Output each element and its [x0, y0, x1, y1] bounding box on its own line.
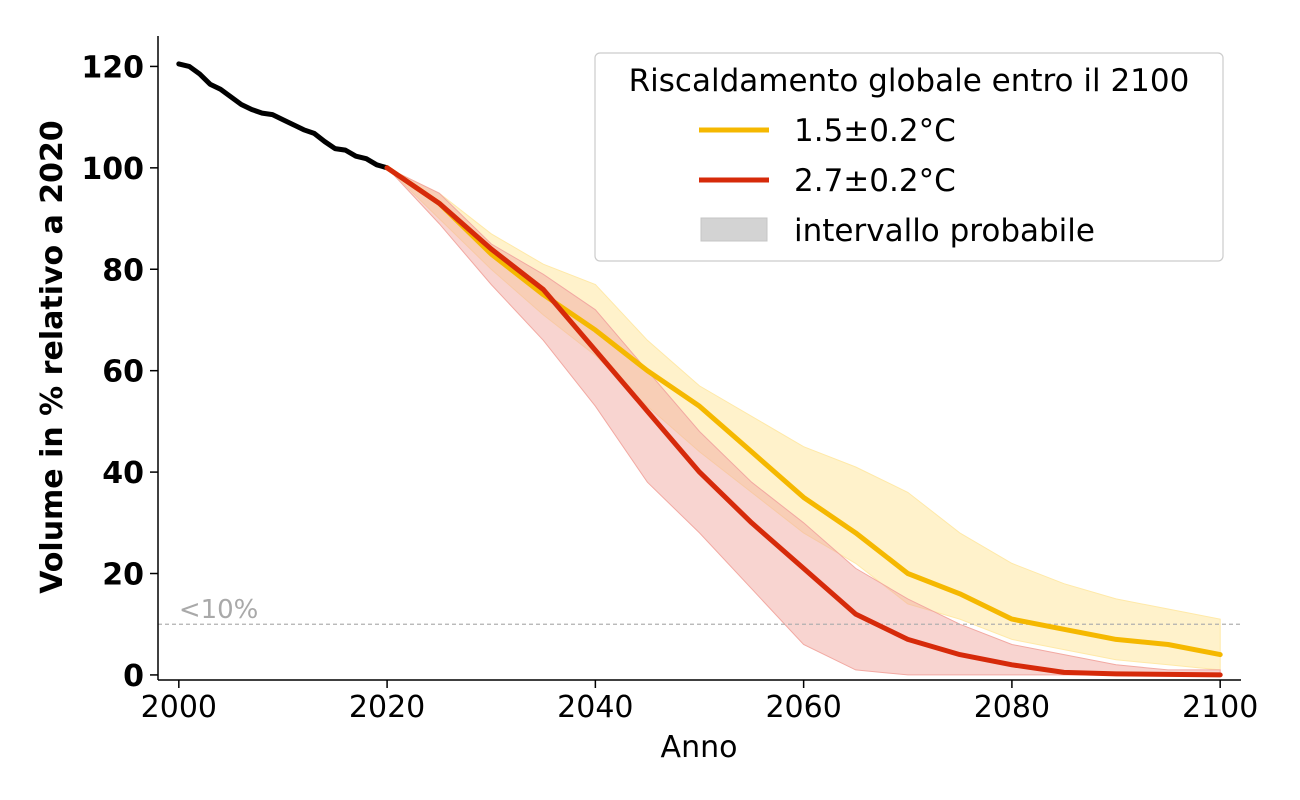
y-tick-label-40: 40	[102, 456, 144, 491]
x-tick-label-2040: 2040	[557, 690, 633, 725]
axes	[157, 36, 1241, 681]
legend-label-range: intervallo probabile	[794, 213, 1095, 249]
y-tick-label-60: 60	[102, 355, 144, 390]
x-axis-title: Anno	[661, 730, 738, 765]
y-tick-label-20: 20	[102, 558, 144, 593]
y-tick-label-80: 80	[102, 253, 144, 288]
x-tick-label-2020: 2020	[349, 690, 425, 725]
legend: Riscaldamento globale entro il 2100 1.5±…	[594, 52, 1224, 262]
x-tick-label-2080: 2080	[974, 690, 1050, 725]
y-axis-title: Volume in % relativo a 2020	[35, 120, 70, 594]
legend-swatch-range	[700, 217, 768, 242]
historical-line	[176, 61, 390, 171]
series-line-1.5±0.2°C	[384, 165, 1223, 658]
y-tick-label-120: 120	[81, 50, 144, 85]
threshold-layer: <10%	[158, 595, 1241, 625]
legend-frame	[594, 52, 1224, 262]
x-tick-label-2100: 2100	[1182, 690, 1258, 725]
series-lines	[176, 61, 1223, 678]
legend-title: Riscaldamento globale entro il 2100	[629, 63, 1190, 99]
series-line-2.7±0.2°C	[384, 165, 1223, 678]
x-tick-label-2000: 2000	[141, 690, 217, 725]
y-tick-label-0: 0	[123, 659, 144, 694]
x-tick-label-2060: 2060	[765, 690, 841, 725]
y-tick-label-100: 100	[81, 152, 144, 187]
legend-label-1-5c: 1.5±0.2°C	[794, 113, 956, 149]
threshold-label: <10%	[179, 595, 259, 625]
legend-label-2-7c: 2.7±0.2°C	[794, 163, 956, 199]
